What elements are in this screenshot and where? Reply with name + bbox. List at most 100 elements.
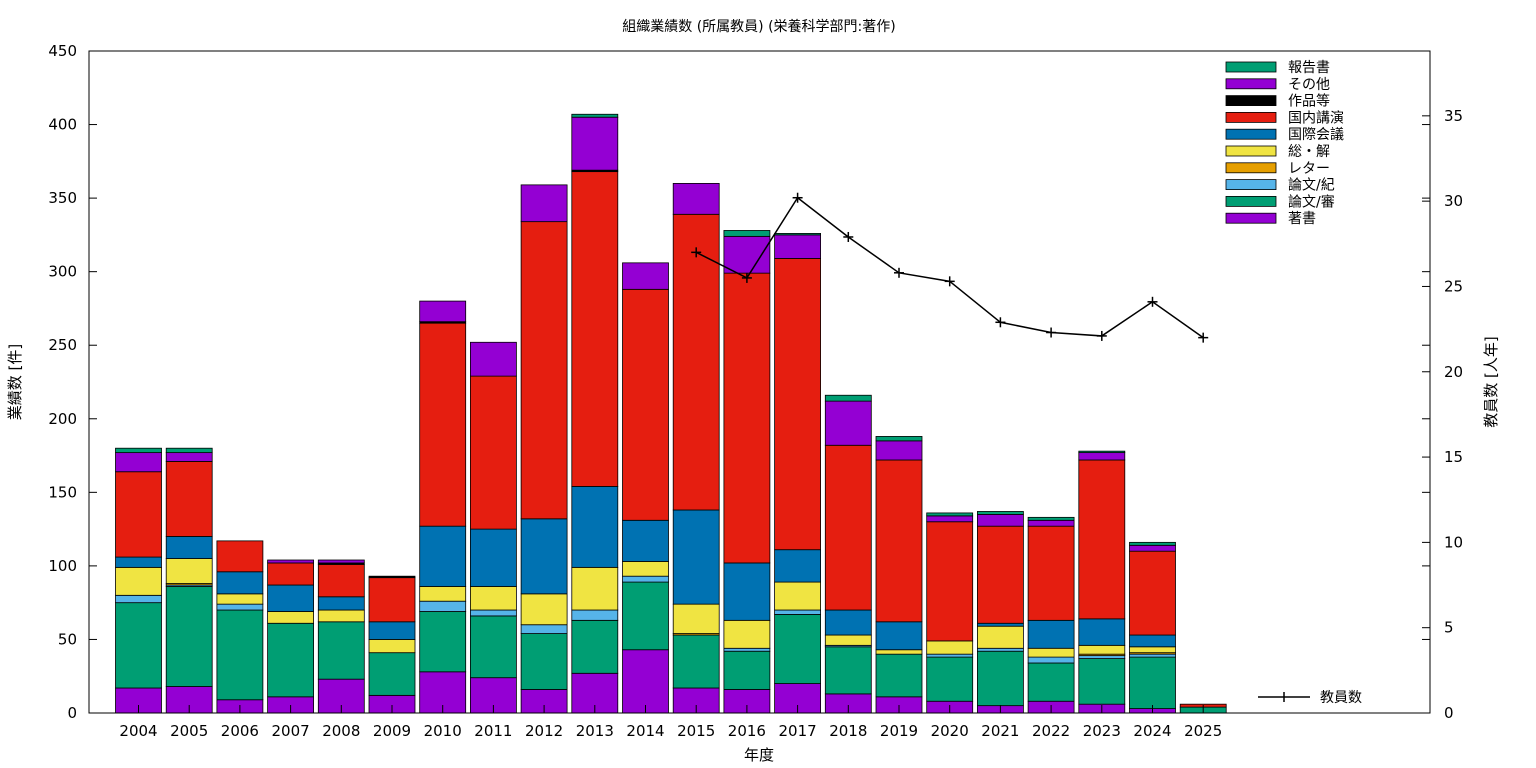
bar-segment <box>824 609 872 636</box>
bar-segment <box>115 566 162 596</box>
bar-segment <box>723 230 771 237</box>
plot-frame <box>88 50 1431 714</box>
bar-segment <box>520 633 568 690</box>
bar-segment <box>1027 619 1075 649</box>
y2-axis-label: 教員数 [人年] <box>1482 336 1500 427</box>
bar-segment <box>520 221 568 520</box>
bar-segment <box>824 444 872 611</box>
bar-segment <box>1027 656 1075 664</box>
legend-swatch <box>1225 212 1277 224</box>
bar-segment <box>977 625 1024 649</box>
bar-segment <box>368 621 416 640</box>
legend-label: 国際会議 <box>1288 126 1344 143</box>
x-tick-label: 2025 <box>1184 722 1222 740</box>
bar-segment <box>165 558 213 584</box>
bar-segment <box>1027 516 1075 521</box>
bar-segment <box>1078 655 1126 659</box>
legend-swatch <box>1225 162 1277 174</box>
bar-segment <box>1078 644 1126 655</box>
y2-tick-label: 35 <box>1444 107 1463 125</box>
bar-segment <box>267 611 315 624</box>
legend-swatch <box>1225 195 1277 207</box>
x-tick-label: 2023 <box>1083 722 1121 740</box>
bar-segment <box>1027 662 1075 702</box>
bar-segment <box>469 528 517 587</box>
legend-label: 作品等 <box>1288 93 1330 110</box>
x-tick-label: 2018 <box>829 722 867 740</box>
y-tick-label: 150 <box>48 483 77 501</box>
bar-segment <box>723 272 771 564</box>
bar-segment <box>977 647 1024 652</box>
bar-segment <box>115 594 162 604</box>
bar-segment <box>622 288 669 521</box>
bar-segment <box>469 615 517 679</box>
bar-segment <box>1078 452 1126 461</box>
bar-segment <box>875 436 923 442</box>
bar-segment <box>875 459 923 623</box>
bar-segment <box>115 452 162 473</box>
bar-segment <box>774 258 821 551</box>
bar-segment <box>723 562 771 621</box>
bar-segment <box>875 649 923 655</box>
legend-label: その他 <box>1288 77 1330 93</box>
bar-segment <box>469 586 517 611</box>
bar-segment <box>115 602 162 689</box>
bar-segment <box>469 341 517 377</box>
legend-label: 著書 <box>1288 211 1316 227</box>
bar-segment <box>115 447 162 454</box>
y2-tick-label: 5 <box>1444 619 1454 637</box>
bar-segment <box>672 603 720 634</box>
bar-segment <box>672 509 720 605</box>
chart-title: 組織業績数 (所属教員) (栄養科学部門:著作) <box>622 18 895 35</box>
bar-segment <box>216 603 264 611</box>
x-tick-label: 2006 <box>221 722 259 740</box>
x-tick-label: 2019 <box>880 722 918 740</box>
bar-segment <box>926 512 974 517</box>
x-tick-label: 2024 <box>1133 722 1171 740</box>
y2-tick-label: 15 <box>1444 448 1463 466</box>
bar-segment <box>317 564 365 598</box>
bar-segment <box>1027 519 1075 527</box>
bar-segment <box>926 521 974 642</box>
bar-segment <box>774 614 821 684</box>
bar-segment <box>1129 541 1176 546</box>
bar-segment <box>622 262 669 290</box>
bar-segment <box>317 559 365 564</box>
bar-segment <box>419 300 467 323</box>
bar-segment <box>216 571 264 595</box>
bar-segment <box>520 624 568 634</box>
bar-segment <box>368 577 416 623</box>
x-tick-label: 2012 <box>525 722 563 740</box>
faculty-count-line <box>691 192 1209 343</box>
bar-segment <box>622 581 669 651</box>
bar-segment <box>824 400 872 446</box>
legend-label: 論文/審 <box>1288 194 1335 210</box>
bar-segment <box>977 511 1024 515</box>
bar-segment <box>368 575 416 579</box>
legend-line-entry: 教員数 <box>1258 690 1362 706</box>
x-tick-label: 2014 <box>626 722 664 740</box>
x-tick-label: 2008 <box>322 722 360 740</box>
bar-segment <box>1078 618 1126 646</box>
y2-tick-label: 25 <box>1444 277 1463 295</box>
y-axis-ticks: 0 50 100 150 200 250 300 350 400 450 <box>48 42 1430 722</box>
y-axis-label: 業績数 [件] <box>6 344 24 420</box>
bar-segment <box>977 514 1024 527</box>
bar-segment <box>571 619 619 674</box>
y-tick-label: 400 <box>48 116 77 134</box>
bar-segment <box>723 647 771 652</box>
bar-segment <box>115 556 162 568</box>
bar-segment <box>1129 653 1176 658</box>
x-tick-label: 2010 <box>424 722 462 740</box>
bar-segment <box>520 518 568 595</box>
bar-segment <box>1027 525 1075 621</box>
x-tick-label: 2021 <box>981 722 1019 740</box>
legend-swatch <box>1225 179 1277 191</box>
bar-segment <box>774 549 821 583</box>
faculty-count-polyline <box>695 196 1204 339</box>
bar-segment <box>1129 550 1176 636</box>
x-tick-label: 2015 <box>677 722 715 740</box>
bar-segment <box>469 609 517 617</box>
legend-swatch <box>1225 112 1277 123</box>
